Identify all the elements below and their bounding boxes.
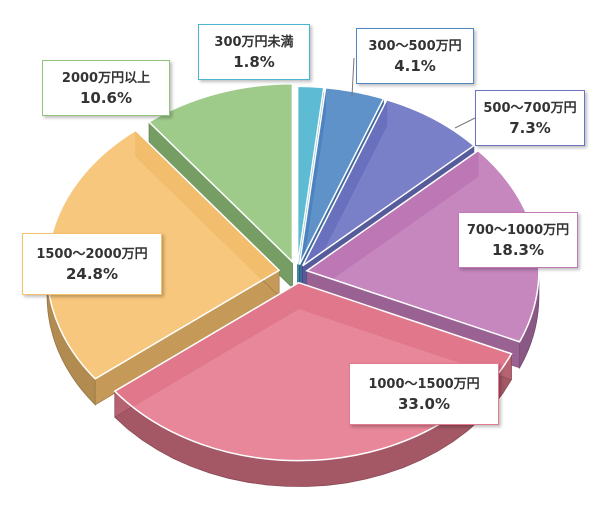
category-label: 700～1000万円 (466, 223, 570, 238)
percent-label: 33.0% (397, 395, 451, 413)
data-label-under-300: 300万円未満 1.8% (198, 24, 310, 80)
data-label-1000-1500: 1000～1500万円 33.0% (349, 363, 499, 425)
percent-label: 10.6% (79, 89, 133, 107)
percent-label: 4.1% (394, 57, 436, 75)
category-label: 300～500万円 (368, 39, 462, 54)
slice-under-300 (296, 85, 325, 265)
slice-300-500 (298, 86, 385, 265)
data-label-1500-2000: 1500～2000万円 24.8% (22, 233, 162, 295)
category-label: 1500～2000万円 (36, 247, 148, 262)
category-label: 500～700万円 (483, 101, 577, 116)
data-label-300-500: 300～500万円 4.1% (356, 28, 474, 84)
data-label-over-2000: 2000万円以上 10.6% (42, 60, 170, 116)
percent-label: 24.8% (65, 265, 119, 283)
percent-label: 18.3% (491, 241, 545, 259)
data-label-500-700: 500～700万円 7.3% (475, 90, 585, 146)
category-label: 300万円未満 (214, 35, 294, 50)
leader-line-300-500 (351, 57, 355, 97)
slice-500-700 (302, 98, 476, 267)
category-label: 1000～1500万円 (368, 377, 480, 392)
category-label: 2000万円以上 (61, 71, 151, 86)
percent-label: 7.3% (509, 119, 551, 137)
data-label-700-1000: 700～1000万円 18.3% (458, 212, 578, 268)
leader-line-500-700 (454, 117, 476, 129)
percent-label: 1.8% (233, 53, 275, 71)
slice-over-2000 (147, 83, 294, 264)
